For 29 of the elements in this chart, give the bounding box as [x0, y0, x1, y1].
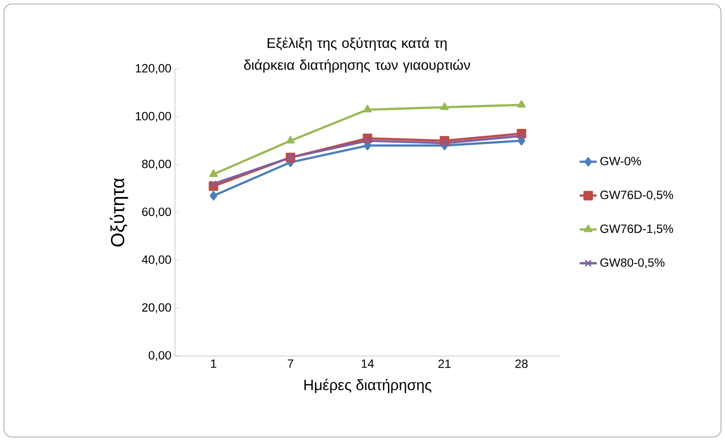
legend-label: GW76D-1,5% — [600, 224, 674, 234]
chart-title: Εξέλιξη της οξύτητας κατά τη διάρκεια διατήρησης των γιαουρτιών — [244, 37, 470, 73]
y-tick-label: 20,00 — [142, 303, 172, 314]
y-tick-label: 120,00 — [136, 64, 172, 74]
point — [209, 169, 218, 177]
x-axis-title: Ημέρες διατήρησης — [304, 378, 432, 394]
y-tick-label: 60,00 — [142, 208, 172, 218]
point — [363, 104, 372, 112]
y-axis-title: Οξύτητα — [110, 178, 128, 246]
point — [210, 180, 218, 188]
legend-label: GW80-0,5% — [600, 258, 664, 268]
point — [440, 102, 449, 110]
x-tick-label: 21 — [438, 360, 451, 368]
point — [210, 191, 218, 200]
legend-label: GW-0% — [600, 156, 641, 166]
point — [364, 137, 372, 144]
x-tick-label: 1 — [211, 360, 216, 368]
x-tick-label: 28 — [515, 360, 528, 368]
y-tick-label: 80,00 — [142, 160, 172, 170]
point — [517, 100, 526, 108]
y-tick-label: 40,00 — [142, 255, 172, 266]
x-tick-label: 14 — [362, 360, 374, 368]
point — [440, 140, 448, 147]
point — [518, 132, 526, 140]
point — [286, 136, 295, 144]
y-tick-label: 100,00 — [136, 112, 172, 122]
y-tick-label: 0,00 — [148, 351, 172, 361]
legend-label: GW76D-0,5% — [600, 190, 674, 201]
x-tick-label: 7 — [288, 360, 294, 368]
